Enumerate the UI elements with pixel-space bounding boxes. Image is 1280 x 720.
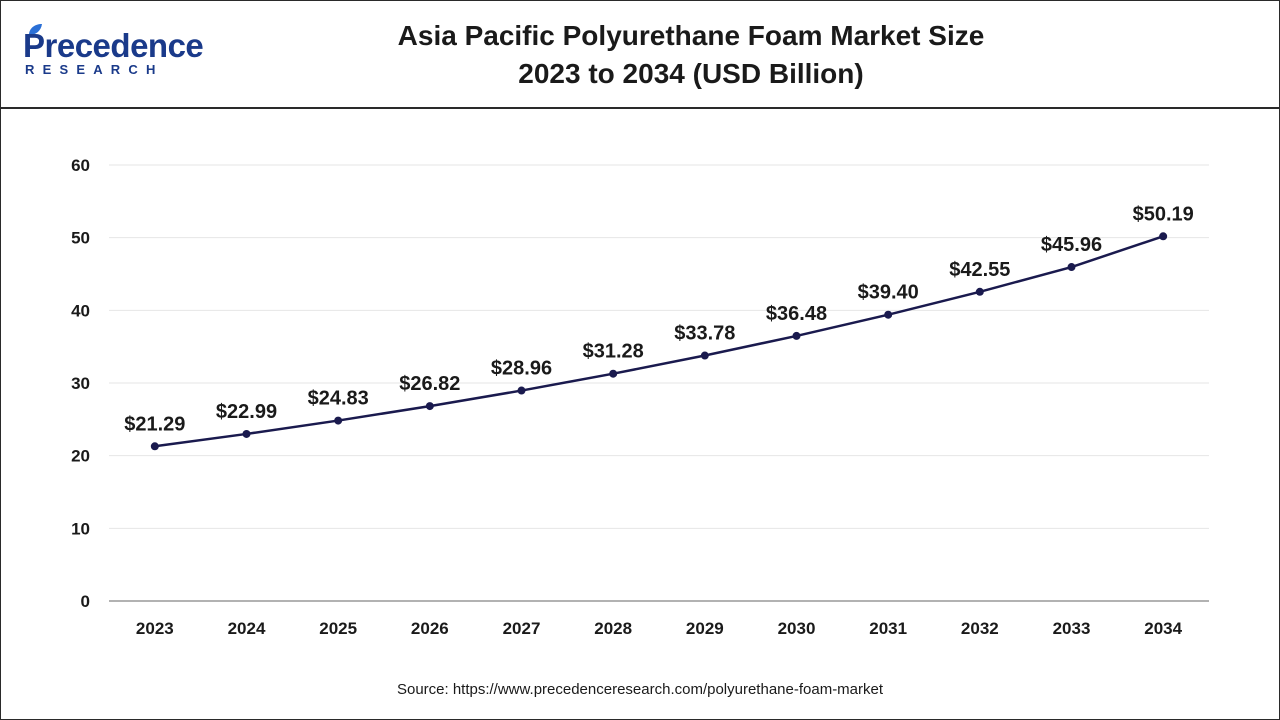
data-label: $33.78: [674, 323, 735, 345]
y-tick-label: 0: [81, 592, 90, 611]
x-tick-label: 2027: [503, 619, 541, 638]
y-tick-label: 60: [71, 156, 90, 175]
chart-header: Precedence RESEARCH Asia Pacific Polyure…: [1, 1, 1279, 109]
data-label: $22.99: [216, 401, 277, 423]
data-label: $24.83: [308, 388, 369, 410]
x-tick-label: 2026: [411, 619, 449, 638]
x-tick-label: 2034: [1144, 619, 1182, 638]
x-tick-label: 2031: [869, 619, 907, 638]
logo-main-text: Precedence: [23, 27, 204, 64]
data-label: $28.96: [491, 358, 552, 380]
data-point: [425, 402, 434, 411]
data-point: [1067, 263, 1076, 272]
data-label: $45.96: [1041, 234, 1102, 256]
x-tick-label: 2023: [136, 619, 174, 638]
data-label: $26.82: [399, 373, 460, 395]
x-tick-label: 2024: [228, 619, 266, 638]
series-line: [154, 235, 1164, 448]
chart-title-line-2: 2023 to 2034 (USD Billion): [518, 58, 864, 89]
y-tick-label: 30: [71, 374, 90, 393]
data-label: $21.29: [124, 413, 185, 435]
data-point: [517, 386, 526, 395]
source-note: Source: https://www.precedenceresearch.c…: [396, 681, 884, 698]
data-label: $39.40: [858, 282, 919, 304]
chart-title: Asia Pacific Polyurethane Foam Market Si…: [301, 17, 1081, 93]
data-point: [334, 416, 343, 425]
x-tick-label: 2025: [319, 619, 357, 638]
leaf-icon: [29, 24, 42, 35]
data-point: [150, 442, 159, 451]
data-label: $36.48: [766, 303, 827, 325]
data-label: $42.55: [949, 259, 1010, 281]
brand-logo: Precedence RESEARCH: [23, 24, 213, 89]
chart-title-line-1: Asia Pacific Polyurethane Foam Market Si…: [397, 20, 985, 51]
x-tick-label: 2028: [594, 619, 632, 638]
y-tick-label: 50: [71, 229, 90, 248]
data-label: $31.28: [583, 341, 644, 363]
y-tick-label: 20: [71, 447, 90, 466]
logo-sub-text: RESEARCH: [25, 62, 164, 77]
data-point: [609, 369, 618, 378]
x-tick-label: 2030: [778, 619, 816, 638]
data-point: [242, 429, 251, 438]
data-point: [700, 351, 709, 360]
data-point: [975, 287, 984, 296]
x-tick-label: 2032: [961, 619, 999, 638]
data-label: $50.19: [1133, 203, 1194, 225]
data-point: [884, 310, 893, 319]
data-point: [1159, 232, 1168, 241]
y-tick-label: 10: [71, 519, 90, 538]
x-tick-label: 2029: [686, 619, 724, 638]
data-point: [792, 331, 801, 340]
y-tick-label: 40: [71, 301, 90, 320]
x-tick-label: 2033: [1053, 619, 1091, 638]
